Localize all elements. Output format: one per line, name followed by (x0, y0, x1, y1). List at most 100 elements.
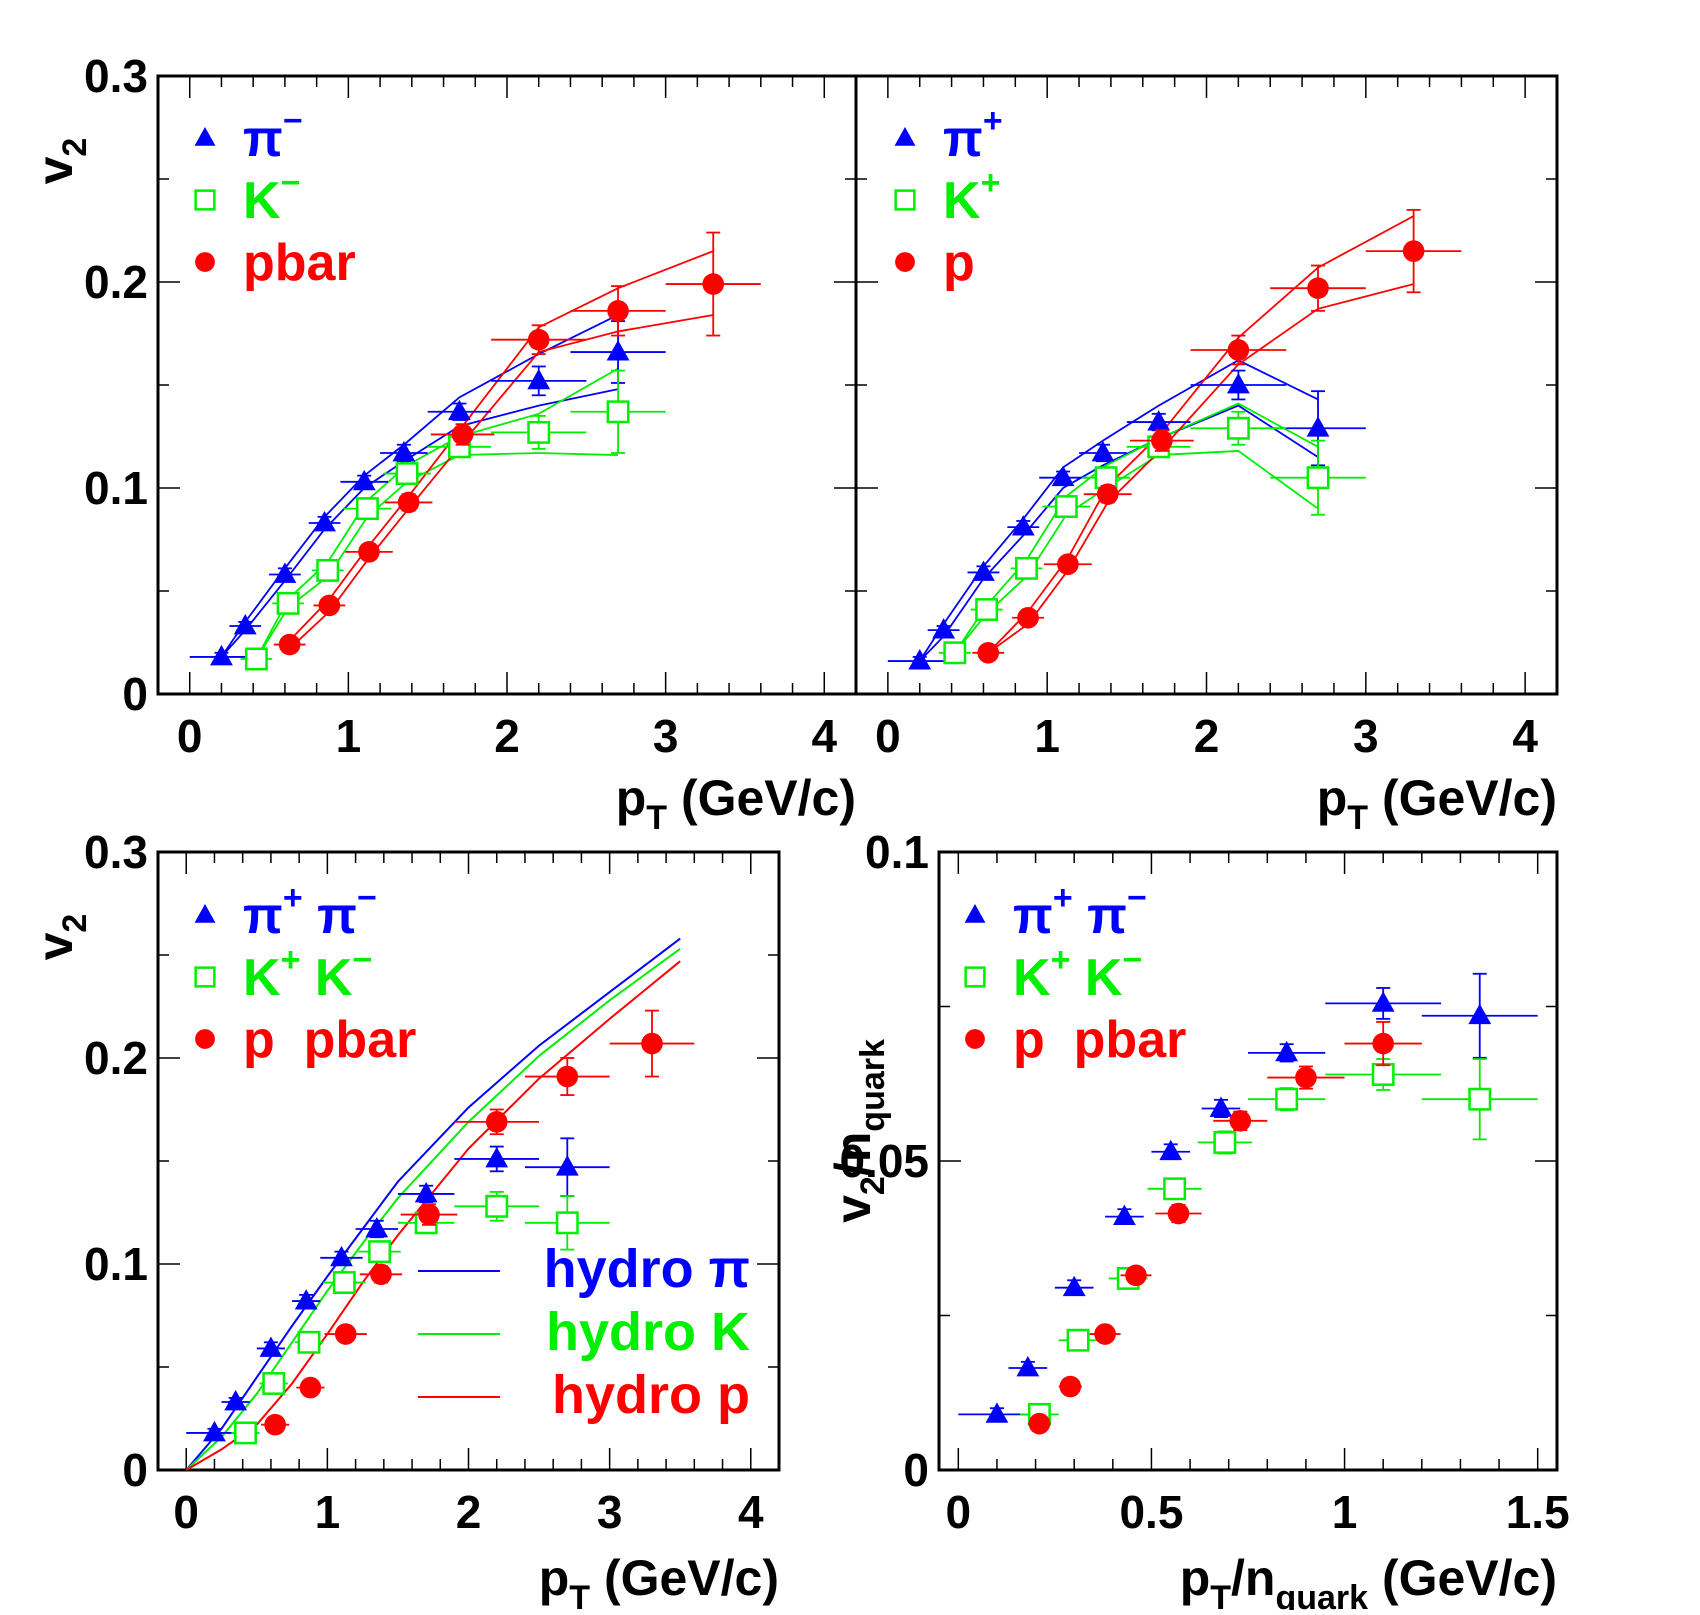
legend-label-base: π (943, 110, 983, 168)
data-point-circle (1094, 1323, 1116, 1345)
hydro-band-lower-line (220, 388, 619, 658)
data-point-circle (1227, 339, 1250, 361)
data-point-square (234, 1421, 257, 1445)
data-point-circle (556, 1065, 579, 1088)
data-point-circle (278, 633, 301, 656)
legend-label-sup: + (281, 941, 301, 979)
y-tick-label: 0 (122, 668, 148, 720)
data-point-square (1226, 416, 1250, 440)
legend-label-base: p (943, 234, 975, 292)
legend-label: K+ K− (1013, 941, 1142, 1007)
y-axis-label-main: v (27, 156, 83, 184)
legend-label-sup: − (283, 102, 303, 140)
x-tick-label: 3 (1353, 710, 1379, 762)
series-triangle (887, 369, 1366, 670)
legend-label-gap (300, 949, 314, 1007)
data-point-square (1054, 495, 1078, 518)
data-point-triangle (555, 1155, 579, 1176)
legend-label: p pbar (1013, 1011, 1186, 1069)
data-point-square (606, 400, 630, 424)
legend-label-base2: K (1085, 949, 1123, 1007)
data-point-triangle (1159, 1139, 1183, 1161)
data-point-circle (607, 300, 629, 322)
data-point-square (297, 1330, 321, 1354)
legend-marker-triangle (194, 904, 216, 923)
x-tick-label: 0 (173, 1486, 199, 1538)
data-point-triangle (1209, 1096, 1233, 1117)
data-point-circle (334, 1323, 357, 1345)
legend-label: p pbar (243, 1011, 416, 1069)
y-axis-label: v2 (27, 138, 94, 185)
legend-marker-square (964, 966, 986, 988)
legend-label-sup2: − (1122, 941, 1142, 979)
x-axis-label-sub: T (1347, 799, 1368, 837)
legend-label: K− (243, 164, 300, 230)
legend-label-base2: pbar (1074, 1011, 1187, 1069)
legend-label-base: π (1013, 887, 1053, 945)
series-circle (261, 1009, 695, 1436)
data-point-square (244, 647, 268, 671)
x-axis-label-mid: /n (1231, 1550, 1275, 1606)
legend-label-base: p (1013, 1011, 1045, 1069)
panel-4: 0 0.5 1 1.500.050.1pT/nquark (GeV/c)v2/nqua… (825, 826, 1570, 1615)
y-axis-label-main: v (27, 932, 83, 960)
x-tick-label: 2 (456, 1486, 482, 1538)
legend-label-base: K (1013, 949, 1051, 1007)
data-point-triangle (606, 340, 630, 361)
legend: π+ π−K+ K−p pbar (964, 879, 1186, 1069)
legend-marker-square (194, 966, 216, 988)
data-point-triangle (1051, 465, 1075, 487)
data-point-square (943, 641, 967, 665)
legend-label: π− (243, 102, 303, 168)
data-point-circle (397, 491, 420, 514)
data-point-triangle (908, 649, 932, 670)
x-tick-label: 0.5 (1119, 1486, 1183, 1538)
series-square (231, 1191, 610, 1445)
legend: π−K−pbar (194, 102, 356, 292)
legend-label-sup2: − (1127, 879, 1147, 917)
data-point-triangle (233, 614, 257, 635)
legend-label-base2: π (1087, 887, 1127, 945)
hydro-band-lower-line (987, 283, 1414, 654)
series-square (938, 410, 1366, 665)
data-point-triangle (414, 1181, 438, 1203)
x-tick-label: 3 (597, 1486, 623, 1538)
y-tick-label: 0.2 (84, 256, 148, 308)
legend-marker-circle (195, 252, 215, 272)
data-point-circle (1096, 483, 1119, 505)
y-axis-label-sub2: quark (854, 1039, 892, 1132)
data-point-circle (1059, 1375, 1082, 1398)
legend-label-sup: − (281, 164, 301, 202)
x-tick-label: 1 (1332, 1486, 1358, 1538)
legend-marker-square (194, 189, 216, 211)
data-point-square (262, 1372, 286, 1395)
legend-marker-triangle (194, 127, 216, 146)
legend-label-base: K (243, 172, 281, 230)
x-tick-label: 0 (946, 1486, 972, 1538)
legend-label-base2: K (315, 949, 353, 1007)
hydro-legend-label: hydro π (544, 1239, 750, 1299)
hydro-legend-label: hydro p (552, 1365, 750, 1425)
x-tick-label: 1 (336, 710, 362, 762)
x-axis-label-tail: (GeV/c) (667, 770, 856, 826)
data-point-triangle (210, 644, 233, 666)
series-circle (972, 208, 1462, 664)
y-tick-label: 0 (122, 1444, 148, 1496)
data-point-triangle (392, 440, 416, 462)
legend-label-base: K (243, 949, 281, 1007)
data-point-circle (1028, 1412, 1051, 1435)
legend-label-sup: + (1053, 879, 1073, 917)
series-circle (273, 231, 761, 656)
x-tick-label: 0 (177, 710, 203, 762)
data-point-circle (485, 1111, 508, 1133)
data-point-triangle (1113, 1204, 1136, 1226)
y-axis-label-sub: 2 (56, 138, 94, 157)
data-point-square (975, 598, 999, 621)
x-tick-label: 4 (1512, 710, 1538, 762)
panel-3: 0 1 2 3 400.10.20.3pT (GeV/c)v2 π+ π−K+ K−p p… (27, 826, 781, 1615)
data-point-triangle (259, 1336, 283, 1357)
data-point-triangle (485, 1146, 509, 1168)
legend-label: K+ (943, 164, 1000, 230)
legend-label-base: p (243, 1011, 275, 1069)
